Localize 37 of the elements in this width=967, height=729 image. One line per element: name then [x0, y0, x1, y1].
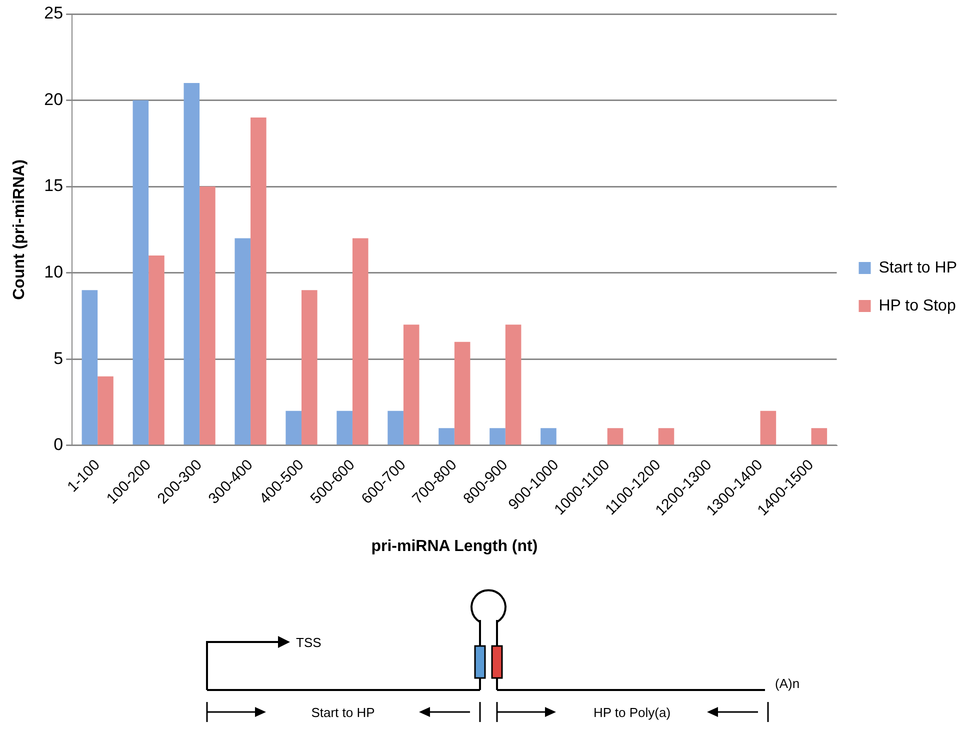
bar: [505, 324, 522, 445]
bar: [302, 290, 318, 445]
bar: [82, 290, 98, 445]
y-tick-label: 20: [44, 90, 64, 109]
bar: [286, 410, 302, 445]
bar: [388, 410, 404, 445]
bar: [234, 238, 251, 445]
bar: [148, 256, 164, 445]
bar: [250, 118, 266, 445]
legend-label: HP to Stop: [878, 297, 956, 314]
x-axis-title: pri-miRNA Length (nt): [371, 538, 538, 555]
bar: [811, 428, 828, 445]
y-tick-label: 5: [54, 348, 64, 368]
bar: [403, 324, 420, 445]
bar: [98, 376, 114, 445]
text: Start to HP: [311, 705, 375, 720]
bar: [490, 428, 506, 445]
y-tick-label: 10: [44, 262, 64, 282]
bar: [184, 83, 200, 445]
text: TSS: [296, 635, 322, 650]
bar: [200, 186, 216, 445]
legend-label: Start to HP: [878, 259, 957, 276]
text: (A)n: [775, 676, 800, 691]
bar: [540, 428, 556, 445]
y-tick-label: 25: [44, 4, 64, 23]
bar: [438, 428, 454, 445]
bar: [454, 342, 470, 445]
bar: [658, 428, 674, 445]
y-axis-title: Count (pri-miRNA): [11, 159, 28, 300]
bar: [760, 410, 776, 445]
bar: [352, 238, 368, 445]
bar: [336, 410, 352, 445]
y-tick-label: 0: [54, 435, 64, 454]
y-tick-label: 15: [44, 176, 64, 196]
bar: [607, 428, 624, 445]
bar: [132, 100, 149, 445]
text: HP to Poly(a): [593, 705, 671, 720]
